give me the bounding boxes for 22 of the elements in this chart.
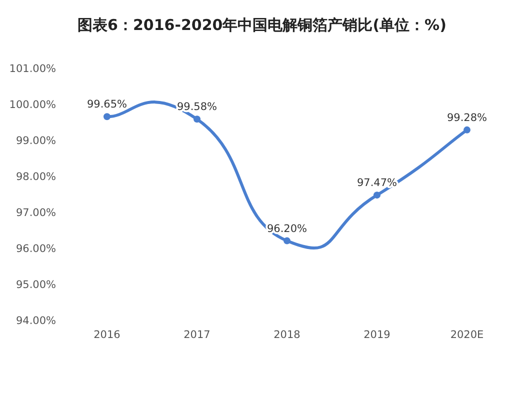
y-tick-label: 95.00% xyxy=(16,279,56,291)
x-tick-label: 2020E xyxy=(450,329,484,341)
point xyxy=(374,192,380,199)
y-tick-label: 96.00% xyxy=(16,243,56,255)
y-tick-label: 99.00% xyxy=(16,135,56,147)
x-tick-label: 2016 xyxy=(94,329,121,341)
data-label: 99.58% xyxy=(176,101,218,114)
y-tick-label: 98.00% xyxy=(16,171,56,183)
point xyxy=(284,237,290,244)
y-tick-label: 100.00% xyxy=(9,99,56,111)
data-label: 99.65% xyxy=(86,98,128,111)
y-tick-label: 97.00% xyxy=(16,207,56,219)
y-tick-label: 94.00% xyxy=(16,315,56,327)
point xyxy=(464,126,470,134)
point xyxy=(104,113,110,120)
y-tick-label: 101.00% xyxy=(9,63,56,75)
x-tick-label: 2017 xyxy=(184,329,210,341)
x-tick-label: 2018 xyxy=(274,329,300,341)
chart-title: 图表6：2016-2020年中国电解铜箔产销比(单位：%) xyxy=(78,16,446,34)
point xyxy=(194,116,200,123)
data-label: 99.28% xyxy=(446,112,488,124)
x-tick-label: 2019 xyxy=(364,329,390,341)
